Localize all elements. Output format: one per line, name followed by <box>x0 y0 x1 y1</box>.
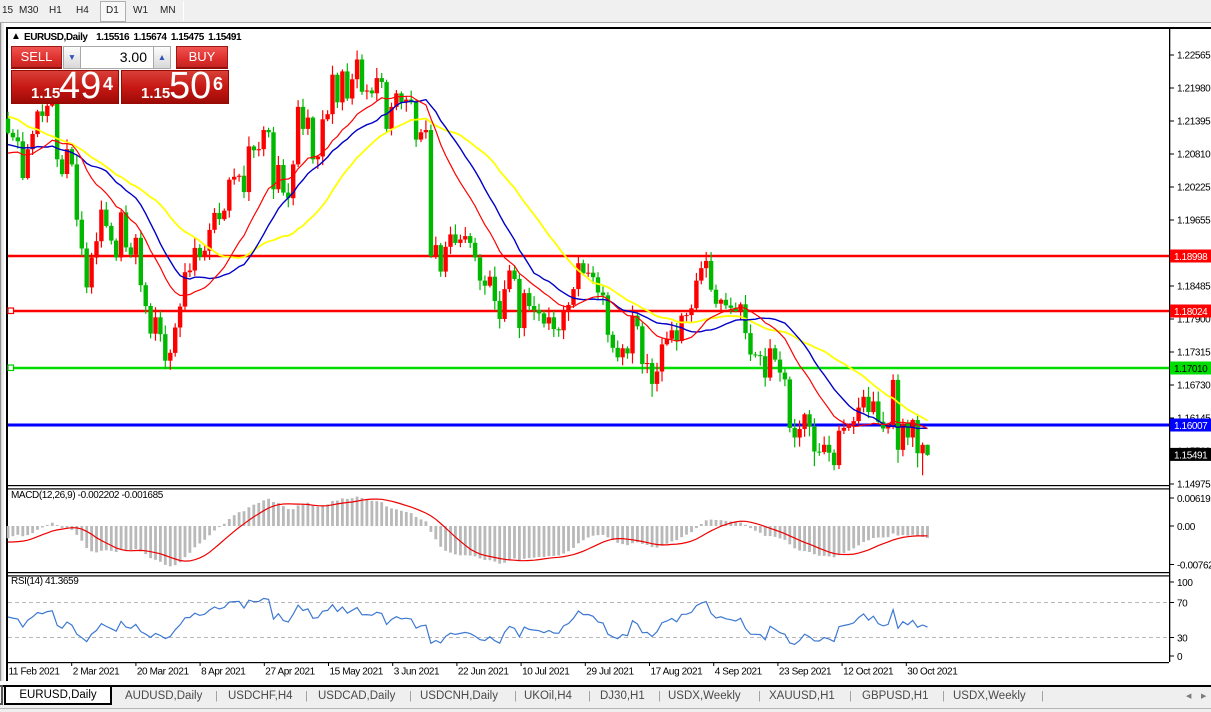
svg-text:1.21395: 1.21395 <box>1177 117 1211 128</box>
svg-text:17 Aug 2021: 17 Aug 2021 <box>651 667 704 678</box>
svg-text:1.17010: 1.17010 <box>1174 364 1208 375</box>
svg-text:11 Feb 2021: 11 Feb 2021 <box>9 667 61 678</box>
svg-text:1.17900: 1.17900 <box>1177 315 1211 326</box>
svg-text:30 Oct 2021: 30 Oct 2021 <box>907 667 958 678</box>
svg-text:1.21980: 1.21980 <box>1177 84 1211 95</box>
svg-text:1.18485: 1.18485 <box>1177 282 1211 293</box>
svg-text:0: 0 <box>1177 652 1183 663</box>
svg-text:8 Apr 2021: 8 Apr 2021 <box>201 667 246 678</box>
svg-text:12 Oct 2021: 12 Oct 2021 <box>843 667 894 678</box>
svg-text:1.20225: 1.20225 <box>1177 183 1211 194</box>
svg-text:100: 100 <box>1177 578 1193 589</box>
svg-text:0.006193: 0.006193 <box>1177 494 1211 505</box>
svg-text:1.16730: 1.16730 <box>1177 381 1211 392</box>
svg-text:1.16007: 1.16007 <box>1174 421 1208 432</box>
svg-text:MACD(12,26,9) -0.002202 -0.001: MACD(12,26,9) -0.002202 -0.001685 <box>11 490 164 501</box>
svg-text:1.22565: 1.22565 <box>1177 51 1211 62</box>
svg-text:1.20810: 1.20810 <box>1177 150 1211 161</box>
svg-text:70: 70 <box>1177 599 1188 610</box>
svg-text:4 Sep 2021: 4 Sep 2021 <box>715 667 763 678</box>
svg-text:-0.00762: -0.00762 <box>1177 561 1211 572</box>
svg-text:1.19655: 1.19655 <box>1177 216 1211 227</box>
svg-text:1.14975: 1.14975 <box>1177 480 1211 491</box>
svg-text:1.17315: 1.17315 <box>1177 348 1211 359</box>
svg-text:2 Mar 2021: 2 Mar 2021 <box>73 667 120 678</box>
svg-text:1.15491: 1.15491 <box>1174 450 1208 461</box>
svg-text:10 Jul 2021: 10 Jul 2021 <box>522 667 570 678</box>
svg-text:22 Jun 2021: 22 Jun 2021 <box>458 667 509 678</box>
svg-text:1.18998: 1.18998 <box>1174 252 1208 263</box>
svg-text:30: 30 <box>1177 634 1188 645</box>
svg-text:15 May 2021: 15 May 2021 <box>330 667 384 678</box>
svg-text:29 Jul 2021: 29 Jul 2021 <box>586 667 634 678</box>
svg-text:1.18024: 1.18024 <box>1174 307 1208 318</box>
svg-text:RSI(14) 41.3659: RSI(14) 41.3659 <box>11 576 79 587</box>
svg-text:23 Sep 2021: 23 Sep 2021 <box>779 667 832 678</box>
svg-text:20 Mar 2021: 20 Mar 2021 <box>137 667 190 678</box>
svg-text:27 Apr 2021: 27 Apr 2021 <box>265 667 315 678</box>
svg-text:0.00: 0.00 <box>1177 522 1196 533</box>
svg-text:3 Jun 2021: 3 Jun 2021 <box>394 667 440 678</box>
